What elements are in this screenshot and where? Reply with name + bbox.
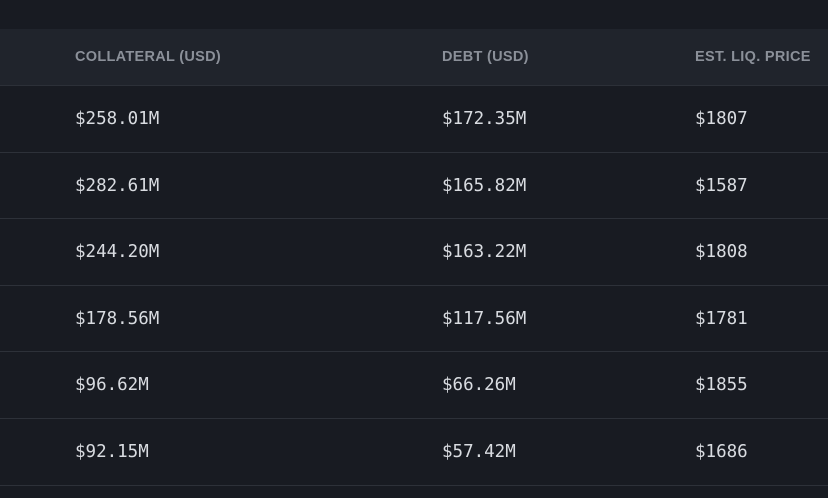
column-header-debt[interactable]: DEBT (USD) — [442, 49, 529, 65]
table-row[interactable]: $282.61M $165.82M $1587 — [0, 152, 828, 220]
column-header-liq-price[interactable]: EST. LIQ. PRICE — [695, 49, 811, 65]
collateral-cell: $282.61M — [75, 175, 160, 196]
debt-cell: $165.82M — [442, 175, 527, 196]
debt-cell: $117.56M — [442, 308, 527, 329]
debt-cell: $57.42M — [442, 441, 516, 462]
table-row[interactable]: $92.15M $57.42M $1686 — [0, 418, 828, 486]
debt-cell: $163.22M — [442, 242, 527, 263]
liq-price-cell: $1855 — [695, 375, 748, 396]
positions-table: COLLATERAL (USD) DEBT (USD) EST. LIQ. PR… — [0, 29, 828, 486]
collateral-cell: $244.20M — [75, 242, 160, 263]
liq-price-cell: $1686 — [695, 441, 748, 462]
table-row[interactable]: $244.20M $163.22M $1808 — [0, 219, 828, 286]
liq-price-cell: $1807 — [695, 109, 748, 129]
table-row[interactable]: $258.01M $172.35M $1807 — [0, 86, 828, 153]
liq-price-cell: $1781 — [695, 308, 748, 329]
table-row[interactable]: $178.56M $117.56M $1781 — [0, 285, 828, 353]
liq-price-cell: $1808 — [695, 242, 748, 263]
top-band — [0, 0, 828, 29]
collateral-cell: $178.56M — [75, 308, 160, 329]
column-header-collateral[interactable]: COLLATERAL (USD) — [75, 49, 222, 65]
debt-cell: $66.26M — [442, 375, 516, 396]
debt-cell: $172.35M — [442, 109, 527, 129]
table-header: COLLATERAL (USD) DEBT (USD) EST. LIQ. PR… — [0, 29, 828, 86]
collateral-cell: $96.62M — [75, 375, 149, 396]
collateral-cell: $258.01M — [75, 109, 160, 129]
collateral-cell: $92.15M — [75, 441, 149, 462]
liq-price-cell: $1587 — [695, 175, 748, 196]
table-row[interactable]: $96.62M $66.26M $1855 — [0, 352, 828, 419]
